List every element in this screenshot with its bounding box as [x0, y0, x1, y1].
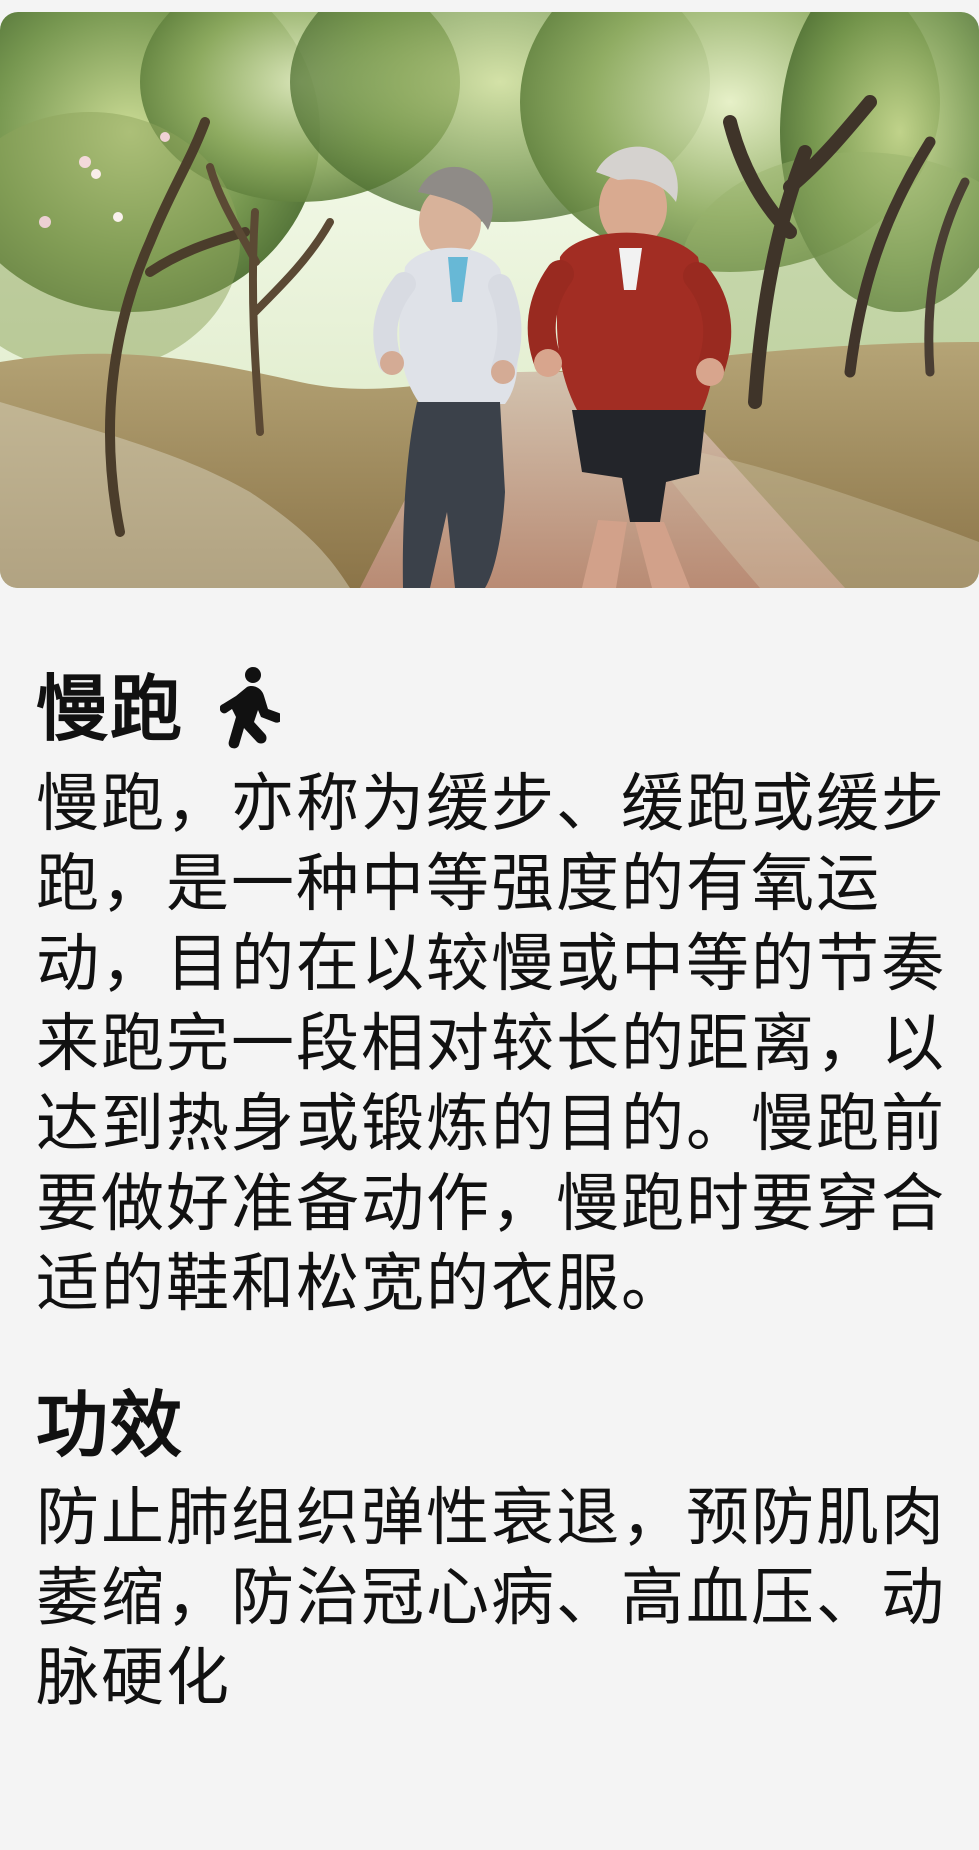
jogging-title-row: 慢跑 — [36, 664, 954, 754]
jogging-title: 慢跑 — [36, 667, 185, 751]
woman-runner — [373, 166, 522, 588]
jogging-section: 慢跑 慢跑，亦称为缓步、缓跑或缓步跑，是一种中等强度的有氧运动，目的在以较慢或中… — [36, 664, 954, 1324]
jogging-photo — [0, 12, 979, 588]
walking-person-icon — [219, 665, 283, 749]
man-runner — [527, 146, 732, 588]
benefits-section: 功效 防止肺组织弹性衰退，预防肌肉萎缩，防治冠心病、高血压、动脉硬化 — [36, 1380, 954, 1718]
benefits-title-row: 功效 — [36, 1380, 954, 1470]
benefits-description: 防止肺组织弹性衰退，预防肌肉萎缩，防治冠心病、高血压、动脉硬化 — [36, 1481, 946, 1714]
hero-image — [0, 12, 979, 588]
jogging-description: 慢跑，亦称为缓步、缓跑或缓步跑，是一种中等强度的有氧运动，目的在以较慢或中等的节… — [36, 767, 946, 1320]
content-area: 慢跑 慢跑，亦称为缓步、缓跑或缓步跑，是一种中等强度的有氧运动，目的在以较慢或中… — [36, 664, 954, 1718]
benefits-title: 功效 — [36, 1383, 185, 1467]
